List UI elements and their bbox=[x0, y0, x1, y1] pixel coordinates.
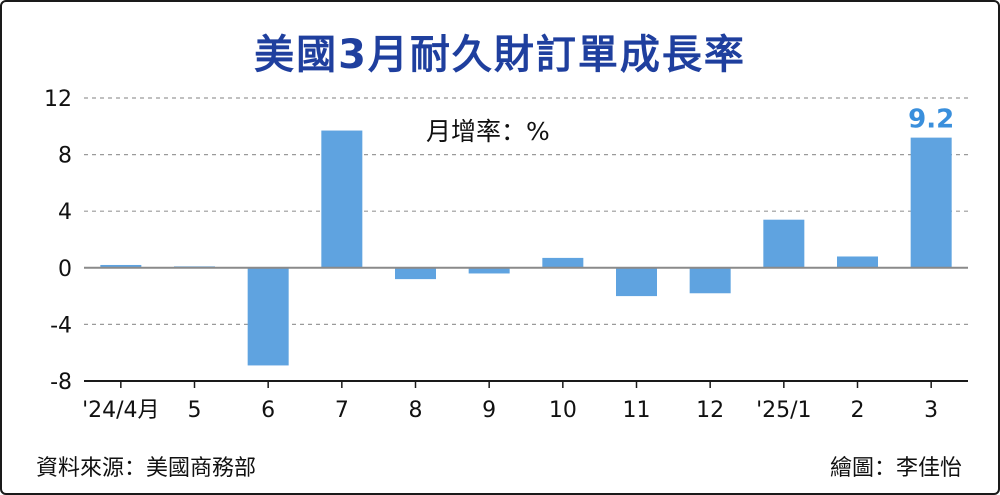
x-tick-label: 12 bbox=[696, 398, 724, 423]
y-tick-label: 0 bbox=[58, 257, 72, 282]
x-axis bbox=[84, 266, 968, 382]
data-label: 9.2 bbox=[908, 105, 954, 135]
credit-note: 繪圖：李佳怡 bbox=[829, 456, 962, 481]
x-tick-label: 3 bbox=[924, 398, 938, 423]
chart-title: 美國3月耐久財訂單成長率 bbox=[254, 32, 746, 78]
unit-label: 月增率：% bbox=[426, 117, 550, 146]
x-tick-label: 10 bbox=[549, 398, 577, 423]
x-tick-label: 6 bbox=[261, 398, 275, 423]
y-tick-label: 8 bbox=[58, 144, 72, 169]
bars bbox=[100, 130, 952, 366]
bar bbox=[616, 267, 657, 297]
bar bbox=[100, 264, 142, 268]
x-tick-label: 2 bbox=[851, 398, 865, 423]
bar bbox=[689, 267, 731, 294]
source-note: 資料來源：美國商務部 bbox=[36, 456, 257, 481]
bar bbox=[910, 137, 952, 268]
y-tick-label: -8 bbox=[50, 370, 72, 395]
bar bbox=[247, 267, 289, 366]
x-tick-label: 5 bbox=[188, 398, 202, 423]
x-tick-label: 11 bbox=[623, 398, 651, 423]
data-labels: 9.2 bbox=[908, 105, 954, 135]
x-tick-label: 8 bbox=[409, 398, 423, 423]
bar bbox=[837, 256, 878, 268]
bar bbox=[395, 267, 436, 280]
x-tick-label: 7 bbox=[335, 398, 349, 423]
y-tick-label: 12 bbox=[44, 87, 72, 112]
x-tick-label: '25/1 bbox=[756, 398, 811, 423]
x-axis-ticks: '24/4月 5 6 7 8 9 10 11 12 '25/1 2 3 bbox=[82, 381, 938, 423]
bar bbox=[542, 257, 584, 268]
x-tick-label: 9 bbox=[482, 398, 496, 423]
y-tick-label: -4 bbox=[50, 313, 72, 338]
bar bbox=[763, 219, 805, 268]
y-axis-ticks: 12 8 4 0 -4 -8 bbox=[44, 87, 72, 395]
bar bbox=[321, 130, 363, 268]
bar bbox=[468, 267, 510, 274]
x-tick-label: '24/4月 bbox=[82, 398, 159, 423]
y-tick-label: 4 bbox=[58, 200, 72, 225]
